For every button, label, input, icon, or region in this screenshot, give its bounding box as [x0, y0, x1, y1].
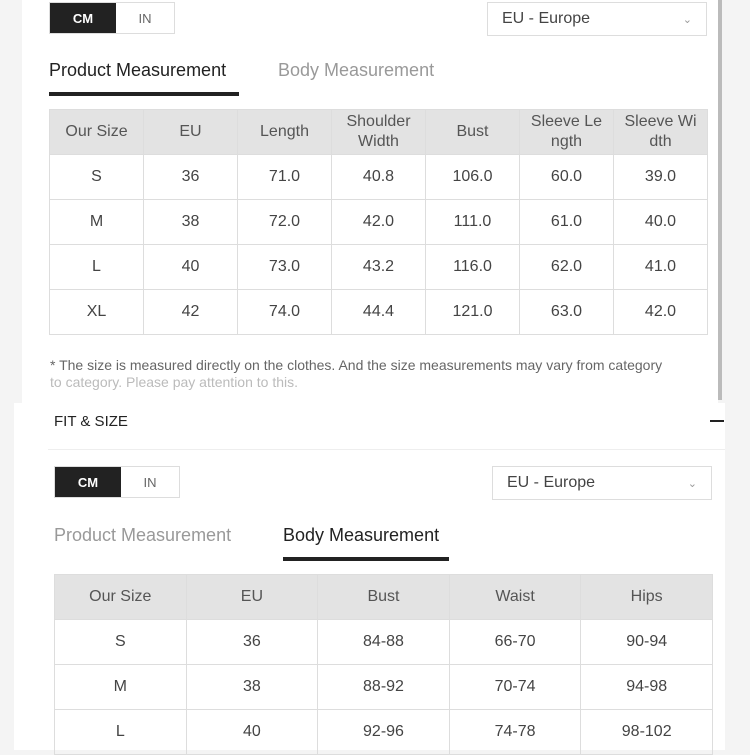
table-cell: 88-92: [317, 664, 450, 710]
table-row: L 40 73.0 43.2 116.0 62.0 41.0: [49, 244, 708, 290]
table-cell: 72.0: [237, 199, 332, 245]
table-cell: S: [54, 619, 187, 665]
column-header: EU: [143, 109, 238, 155]
region-select[interactable]: EU - Europe ⌄: [487, 2, 707, 36]
header-row: Our Size EU Length Shoulder Width Bust Sleeve…: [49, 109, 708, 155]
table-cell: 43.2: [331, 244, 426, 290]
table-cell: 38: [185, 664, 319, 710]
table-cell: 90-94: [580, 619, 713, 665]
table-cell: 121.0: [425, 289, 520, 335]
column-header: Sleeve Le ngth: [519, 109, 614, 155]
table-cell: M: [49, 199, 144, 245]
chevron-down-icon: ⌄: [682, 13, 692, 26]
body-size-table: Our Size EU Bust Waist Hips S 36 84-88 66-70 90-9…: [54, 574, 713, 755]
table-row: XL 42 74.0 44.4 121.0 63.0 42.0: [49, 289, 708, 335]
product-size-table: Our Size EU Length Shoulder Width Bust Sleeve…: [49, 109, 708, 335]
table-row: M 38 72.0 42.0 111.0 61.0 40.0: [49, 199, 708, 245]
table-row: S 36 71.0 40.8 106.0 60.0 39.0: [49, 154, 708, 200]
tab-body-measurement[interactable]: Body Measurement: [278, 60, 435, 80]
region-value: EU - Europe: [507, 474, 596, 491]
table-cell: L: [49, 244, 144, 290]
unit-toggle: CM IN: [54, 466, 180, 498]
table-cell: L: [54, 709, 187, 755]
table-cell: 36: [143, 154, 238, 200]
tab-product-measurement[interactable]: Product Measurement: [49, 60, 227, 80]
region-value: EU - Europe: [502, 10, 591, 27]
table-row: L 40 92-96 74-78 98-102: [54, 709, 713, 755]
region-select[interactable]: EU - Europe ⌄: [492, 466, 712, 500]
active-tab-underline: [283, 557, 449, 561]
scrollbar[interactable]: [718, 0, 722, 400]
section-title: FIT & SIZE: [54, 413, 128, 430]
table-cell: 40: [143, 244, 238, 290]
table-cell: 94-98: [580, 664, 713, 710]
column-header: Hips: [580, 574, 713, 620]
table-cell: 61.0: [519, 199, 614, 245]
column-header: Our Size: [54, 574, 187, 620]
table-row: S 36 84-88 66-70 90-94: [54, 619, 713, 665]
table-cell: 116.0: [425, 244, 520, 290]
table-cell: 111.0: [425, 199, 520, 245]
unit-cm-button[interactable]: CM: [50, 3, 116, 33]
table-cell: 98-102: [580, 709, 713, 755]
table-cell: 40.0: [613, 199, 708, 245]
note-line-1: * The size is measured directly on the c…: [50, 357, 663, 373]
column-header: Shoulder Width: [331, 109, 426, 155]
divider: [48, 449, 725, 450]
table-cell: 42.0: [331, 199, 426, 245]
tab-product-measurement[interactable]: Product Measurement: [54, 525, 232, 545]
table-cell: 42.0: [613, 289, 708, 335]
tab-body-measurement[interactable]: Body Measurement: [283, 525, 440, 545]
table-cell: 70-74: [448, 664, 582, 710]
active-tab-underline: [49, 92, 239, 96]
table-cell: 44.4: [331, 289, 426, 335]
unit-in-button[interactable]: IN: [138, 10, 152, 26]
table-cell: 66-70: [448, 619, 582, 665]
table-cell: 74.0: [237, 289, 332, 335]
column-header: Bust: [317, 574, 450, 620]
table-row: M 38 88-92 70-74 94-98: [54, 664, 713, 710]
table-cell: 71.0: [237, 154, 332, 200]
table-cell: 42: [143, 289, 238, 335]
chevron-down-icon: ⌄: [687, 477, 697, 490]
unit-toggle: CM IN: [49, 2, 175, 34]
unit-in-button[interactable]: IN: [143, 474, 157, 490]
table-cell: 40: [185, 709, 319, 755]
minus-icon[interactable]: [710, 420, 724, 422]
table-cell: 41.0: [613, 244, 708, 290]
column-header: Sleeve Wi dth: [613, 109, 708, 155]
note-line-2: to category. Please pay attention to thi…: [50, 374, 299, 390]
table-cell: 106.0: [425, 154, 520, 200]
header-row: Our Size EU Bust Waist Hips: [54, 574, 713, 620]
table-cell: S: [49, 154, 144, 200]
table-cell: XL: [49, 289, 144, 335]
column-header: Waist: [448, 574, 582, 620]
table-cell: 60.0: [519, 154, 614, 200]
table-cell: 62.0: [519, 244, 614, 290]
table-cell: 36: [185, 619, 319, 665]
table-cell: 63.0: [519, 289, 614, 335]
table-cell: 38: [143, 199, 238, 245]
column-header: Bust: [425, 109, 520, 155]
table-cell: M: [54, 664, 187, 710]
table-cell: 73.0: [237, 244, 332, 290]
table-cell: 40.8: [331, 154, 426, 200]
table-cell: 39.0: [613, 154, 708, 200]
table-cell: 74-78: [448, 709, 582, 755]
table-cell: 84-88: [317, 619, 450, 665]
column-header: EU: [185, 574, 319, 620]
table-cell: 92-96: [317, 709, 450, 755]
unit-cm-button[interactable]: CM: [55, 467, 121, 497]
size-note: * The size is measured directly on the c…: [50, 357, 710, 391]
column-header: Our Size: [49, 109, 144, 155]
column-header: Length: [237, 109, 332, 155]
